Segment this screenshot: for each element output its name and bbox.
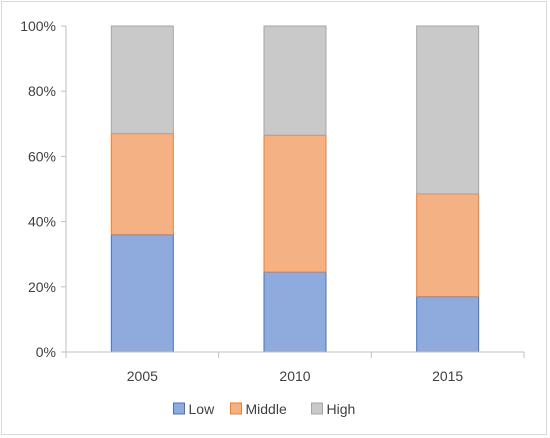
x-axis: 2005 2010 2015 <box>65 351 525 384</box>
legend-label-high: High <box>327 401 356 417</box>
bar-segment-low <box>110 234 174 353</box>
x-tick-label: 2015 <box>432 368 463 384</box>
legend-swatch-low <box>173 402 185 415</box>
y-tick-label: 60% <box>28 148 56 164</box>
bars <box>110 25 480 353</box>
bar-segment-low <box>416 296 480 353</box>
bar-segment-middle <box>416 193 480 298</box>
bar-segment-high <box>416 25 480 195</box>
bar-segment-middle <box>110 133 174 236</box>
y-tick-label: 0% <box>36 344 56 360</box>
bar-segment-middle <box>263 134 327 273</box>
y-tick-label: 80% <box>28 83 56 99</box>
legend-swatch-middle <box>230 402 242 415</box>
bar-segment-high <box>110 25 174 135</box>
legend: Low Middle High <box>173 401 356 417</box>
y-tick-label: 100% <box>20 18 56 34</box>
legend-swatch-high <box>311 402 323 415</box>
x-tick-label: 2010 <box>279 368 310 384</box>
legend-label-middle: Middle <box>246 401 287 417</box>
bar-segment-low <box>263 271 327 353</box>
bar-segment-high <box>263 25 327 136</box>
y-tick-label: 40% <box>28 214 56 230</box>
y-axis: 0% 20% 40% 60% 80% 100% <box>20 18 67 360</box>
legend-label-low: Low <box>189 401 216 417</box>
x-tick-label: 2005 <box>127 368 158 384</box>
y-tick-label: 20% <box>28 279 56 295</box>
